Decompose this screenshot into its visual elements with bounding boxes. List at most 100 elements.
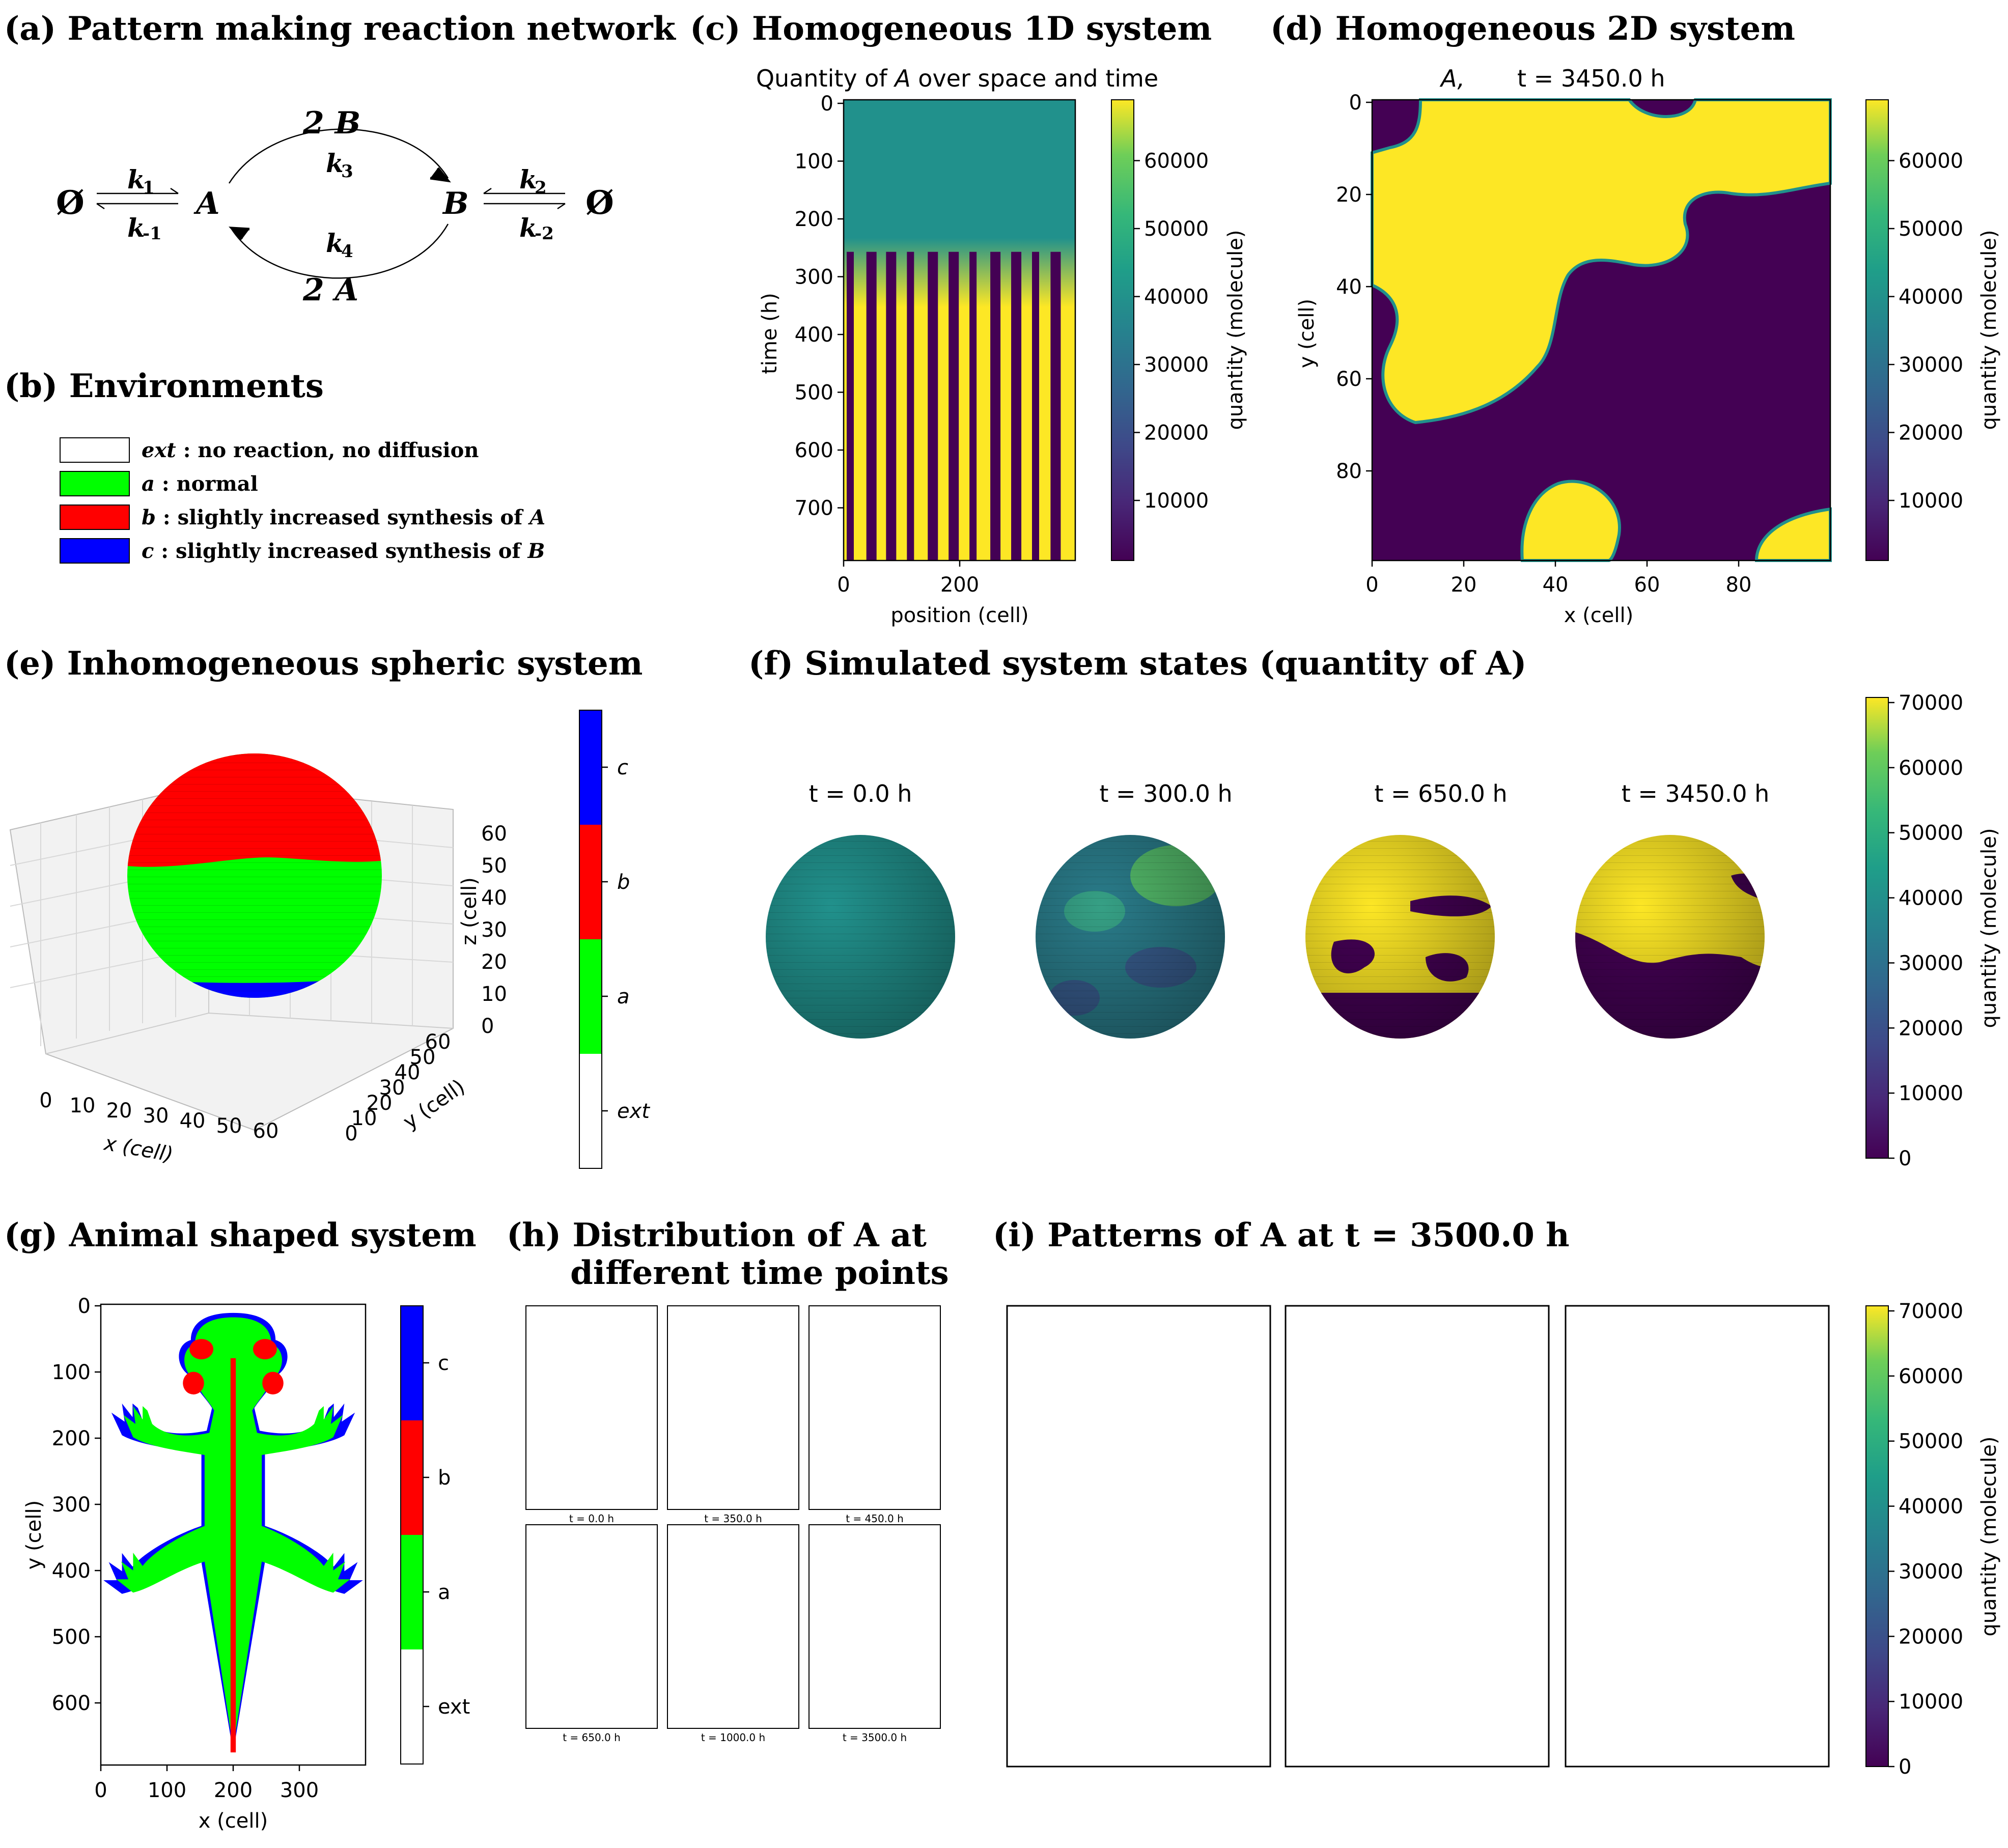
panel-f-cbar-tick: 20000	[1899, 1017, 1963, 1040]
panel-c-cbar-tick: 20000	[1144, 422, 1209, 445]
panel-i-cbar-tick: 40000	[1899, 1495, 1963, 1519]
panel-h-title-line1: (h) Distribution of A at	[507, 1216, 927, 1254]
pattern-blob-yellow-corner	[1754, 507, 1832, 562]
panel-f-cbar-tick: 30000	[1899, 951, 1963, 975]
panel-f-time-labels: t = 0.0 h t = 300.0 h t = 650.0 h t = 3450.…	[809, 780, 1770, 807]
sphere-t650	[1305, 835, 1495, 1039]
label-k3-sub: 3	[341, 161, 353, 182]
panel-c-ylabel: time (h)	[758, 293, 782, 374]
arrowhead-to-B	[430, 167, 451, 183]
panel-c-xtick: 0	[837, 573, 850, 597]
panel-e-cbar-label: ext	[617, 1100, 650, 1123]
panel-e-ytick: 40	[395, 1061, 421, 1084]
sphere-t300	[1036, 835, 1225, 1039]
panel-c-colorbar	[1111, 99, 1134, 561]
thumbnail-time-label: t = 0.0 h	[569, 1513, 614, 1525]
panel-e-ztick: 10	[481, 983, 507, 1006]
panel-d-ytick: 20	[1336, 183, 1362, 207]
panel-f-cbar-tick: 0	[1899, 1147, 1911, 1170]
panel-c-xlabel: position (cell)	[890, 604, 1028, 627]
cbar-g-frame	[400, 1305, 424, 1765]
cbar-e-c	[579, 710, 602, 825]
stripe-dark	[949, 251, 959, 561]
panel-f-cbar-tick: 40000	[1899, 887, 1963, 910]
panel-f-colorbar	[1865, 697, 1889, 1159]
thumbnail-frame	[808, 1524, 941, 1729]
panel-d-ylabel: y (cell)	[1295, 299, 1319, 368]
panel-c-colorbar-ticks: 10000 20000 30000 40000 50000 60000	[1134, 150, 1209, 513]
panel-d-colorbar	[1865, 99, 1889, 561]
panel-d-xtick: 80	[1726, 573, 1752, 597]
panel-c-cbar-tick: 50000	[1144, 217, 1209, 241]
panel-d-colorbar-ticks: 10000 20000 30000 40000 50000 60000	[1888, 150, 1963, 513]
panel-c-cbar-tick: 30000	[1144, 353, 1209, 377]
panel-i-cbar-tick: 20000	[1899, 1625, 1963, 1648]
panel-g-xtick: 300	[280, 1779, 319, 1802]
thumbnail-time-label: t = 1000.0 h	[701, 1731, 765, 1744]
panel-c-ytick: 300	[795, 266, 833, 289]
pattern-blob-yellow-bottom	[1520, 480, 1621, 562]
legend-swatch-a	[60, 471, 130, 496]
panel-d-xtick: 60	[1634, 573, 1660, 597]
arrow-k2	[483, 187, 565, 194]
panel-d-cbar-tick: 10000	[1899, 489, 1963, 513]
panel-e-colorbar	[579, 710, 602, 1169]
label-k2: k	[519, 164, 537, 194]
panel-i-colorbar-ticks: 0 10000 20000 30000 40000 50000 60000 70000	[1888, 1300, 1963, 1779]
panel-d-ytick: 60	[1336, 368, 1362, 391]
panel-g-xtick: 200	[214, 1779, 253, 1802]
panel-d-cbar-tick: 60000	[1899, 150, 1963, 173]
panel-d-cbar-tick: 50000	[1899, 217, 1963, 241]
sphere-environments	[127, 753, 382, 998]
panel-i-cbar-tick: 70000	[1899, 1300, 1963, 1323]
empty-set-right: Ø	[585, 184, 614, 222]
cbar-e-ext	[579, 1054, 602, 1168]
panel-d-ytick: 40	[1336, 275, 1362, 299]
panel-i-cbar-tick: 10000	[1899, 1690, 1963, 1714]
panel-e-xtick: 10	[70, 1094, 96, 1117]
panel-c-cbar-tick: 60000	[1144, 150, 1209, 173]
label-km2-sub: -2	[535, 223, 554, 244]
sphere-voxel-texture	[127, 753, 382, 998]
heatmap-2d	[1371, 98, 1832, 562]
salamander-environments	[103, 1313, 363, 1753]
thumbnail-time-label: t = 350.0 h	[704, 1513, 762, 1525]
panel-c-cbar-label: quantity (molecule)	[1224, 230, 1247, 430]
node-A: A	[193, 186, 220, 221]
forward-arrow-k1	[97, 187, 179, 194]
cbar-e-b	[579, 825, 602, 939]
panel-e-ztick: 60	[481, 822, 507, 846]
animal-environment-map	[100, 1303, 367, 1766]
panel-d-cbar-tick: 20000	[1899, 422, 1963, 445]
legend-swatch-b	[60, 505, 130, 530]
panel-g-colorbar-labels: c b a ext	[423, 1352, 470, 1719]
panel-b-title: (b) Environments	[4, 367, 324, 405]
panel-i-patterns	[1006, 1305, 1830, 1768]
panel-c-cbar-tick: 10000	[1144, 489, 1209, 513]
legend-swatch-ext	[60, 437, 130, 463]
panel-c-ytick: 700	[795, 497, 833, 520]
stripe-dark	[1032, 251, 1039, 561]
panel-g-ytick: 100	[52, 1361, 91, 1384]
panel-g-ylabel: y (cell)	[22, 1500, 46, 1570]
label-km2: k	[519, 213, 537, 243]
panel-d-cbar-label: quantity (molecule)	[1977, 230, 2001, 430]
thumbnail-frame	[525, 1524, 658, 1729]
panel-d-cbar-tick: 30000	[1899, 353, 1963, 377]
panel-e-ytick: 10	[351, 1107, 377, 1130]
cbar-g-ext	[401, 1649, 423, 1764]
panel-d-ytick: 80	[1336, 460, 1362, 483]
panel-d-plot-title-var: A,	[1439, 65, 1465, 92]
cbar-g-a	[401, 1535, 423, 1649]
panel-a-title: (a) Pattern making reaction network	[4, 10, 677, 48]
panel-d-title: (d) Homogeneous 2D system	[1270, 10, 1795, 48]
label-k4: k	[326, 228, 344, 258]
panel-g-ytick: 600	[52, 1692, 91, 1715]
thumbnail-frame	[667, 1524, 799, 1729]
stripe-dark	[847, 251, 854, 561]
panel-e-ytick: 20	[367, 1091, 393, 1115]
panel-c-ytick: 500	[795, 381, 833, 405]
panel-e-xtick: 0	[39, 1089, 52, 1112]
panel-i-cbar-label: quantity (molecule)	[1977, 1437, 2001, 1637]
